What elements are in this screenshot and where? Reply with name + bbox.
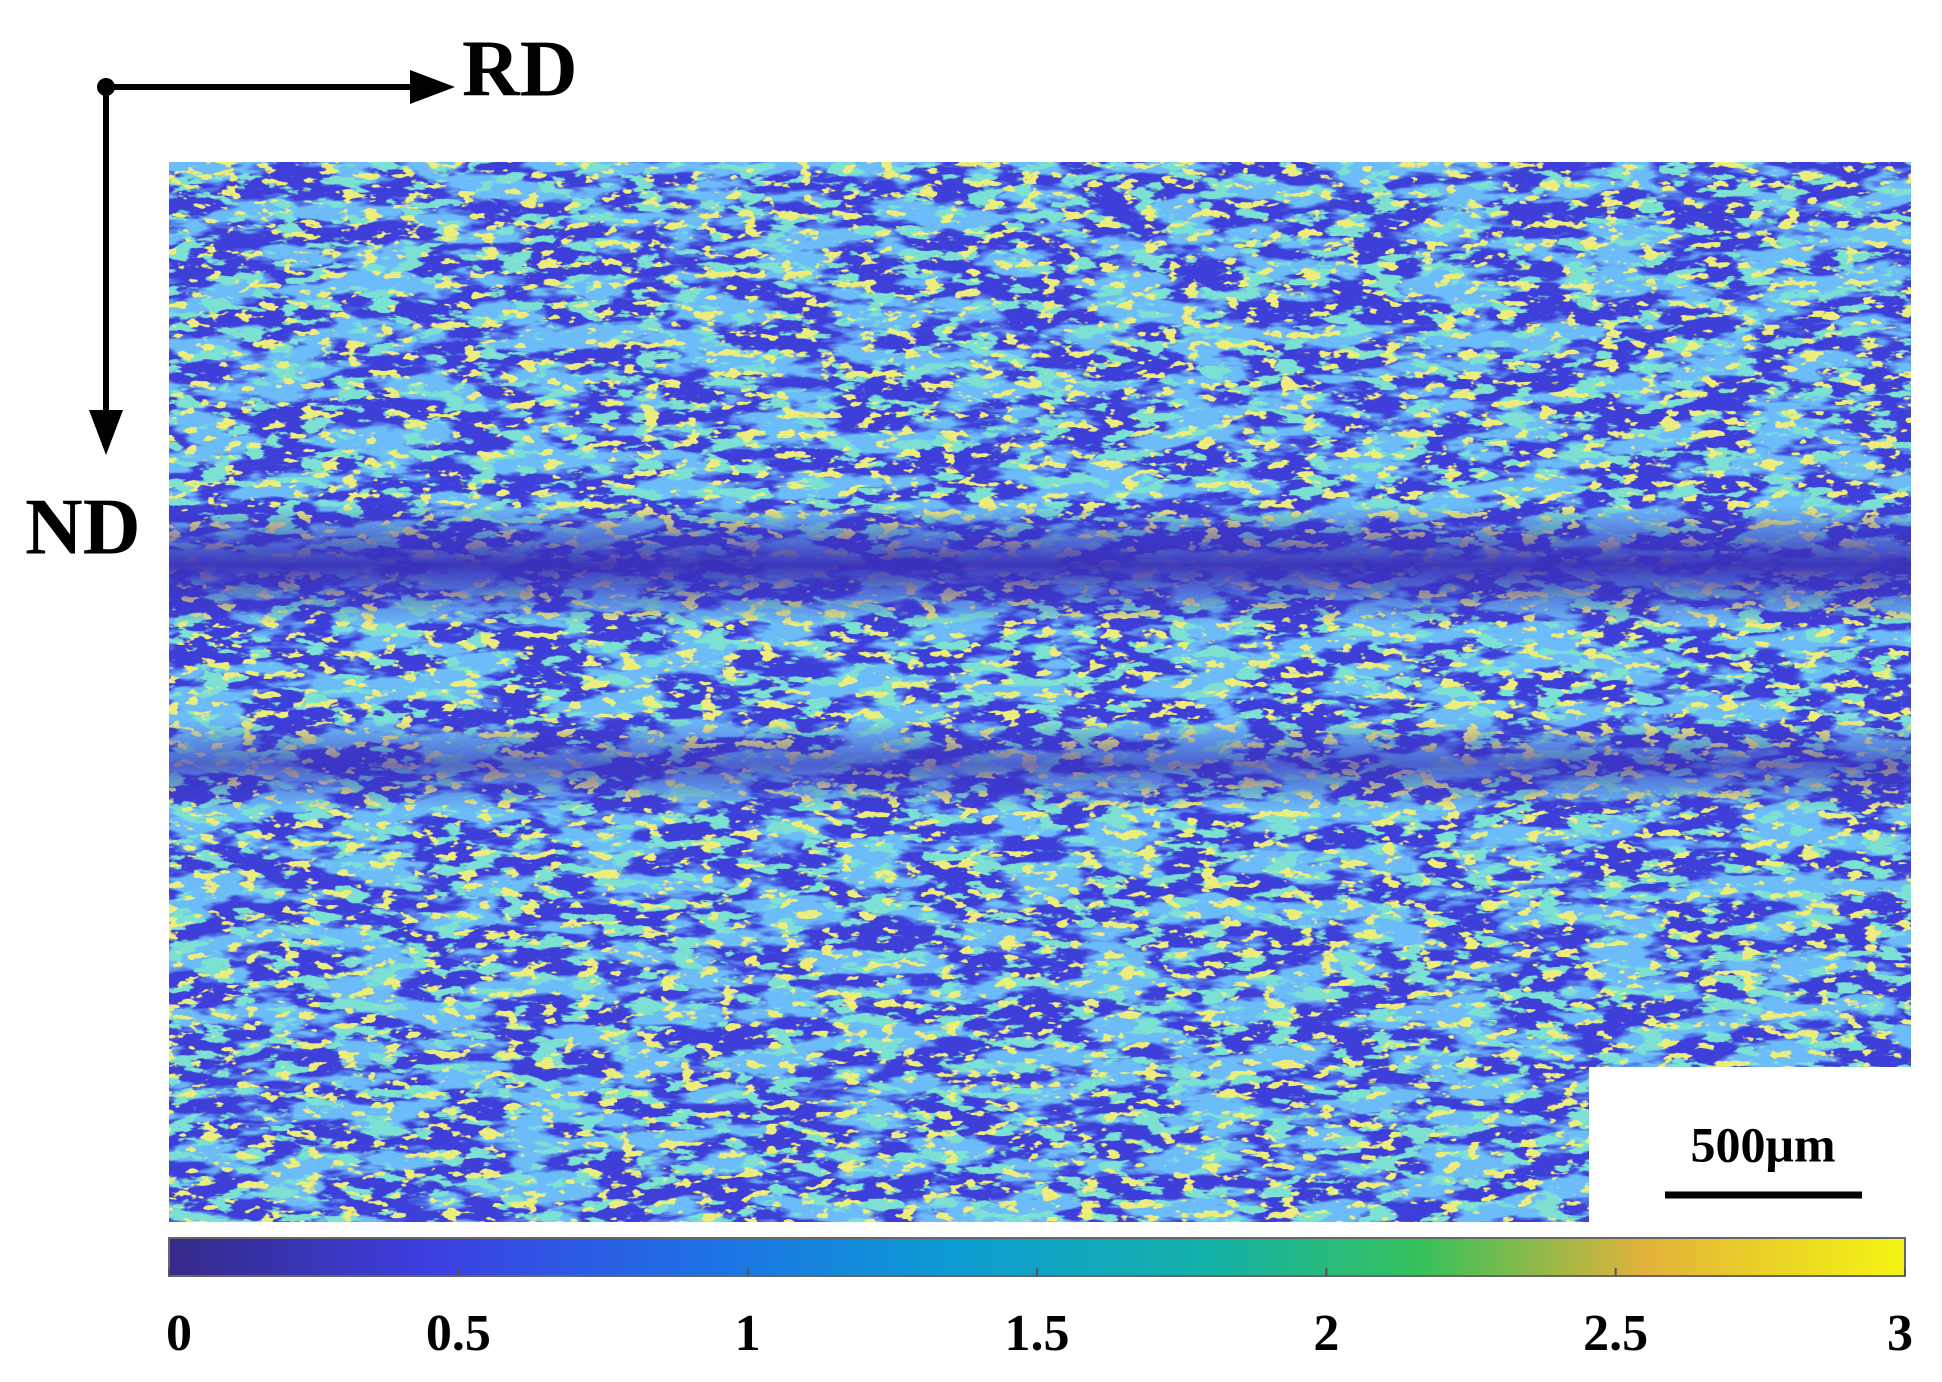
colorbar-tick-label: 3	[1887, 1305, 1913, 1362]
axes-indicator	[89, 70, 455, 455]
colorbar-tick-label: 1.5	[1005, 1305, 1070, 1362]
colorbar-tick-label: 1	[735, 1305, 761, 1362]
colorbar-tick-label: 0.5	[426, 1305, 491, 1362]
colorbar-tick-label: 2	[1313, 1305, 1339, 1362]
kam-map	[169, 162, 1911, 1222]
colorbar-tick-label: 2.5	[1583, 1305, 1648, 1362]
nd-label: ND	[25, 483, 141, 571]
scale-bar-label: 500μm	[1691, 1116, 1836, 1172]
colorbar-tick-label: 0	[166, 1305, 192, 1362]
rd-label: RD	[462, 25, 578, 113]
